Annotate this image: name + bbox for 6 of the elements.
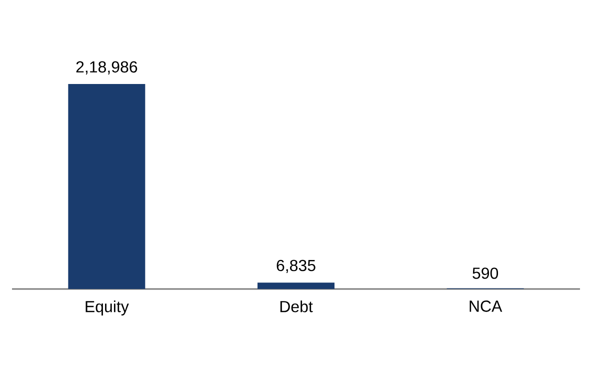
x-tick-label: Equity bbox=[86, 300, 129, 316]
x-tick-label: NCA bbox=[470, 300, 502, 312]
data-label: 6,835 bbox=[276, 260, 316, 274]
data-label: 2,18,986 bbox=[76, 61, 138, 74]
data-label: 590 bbox=[472, 268, 498, 279]
x-tick-label: Debt bbox=[280, 300, 313, 312]
